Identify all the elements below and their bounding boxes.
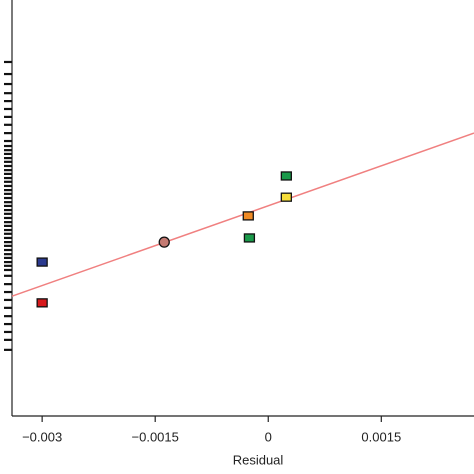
point (242, 211, 254, 221)
point (158, 236, 170, 248)
x-tick-label: 0.0015 (361, 429, 401, 444)
x-tick-label: −0.0015 (132, 429, 179, 444)
x-axis-label: Residual (233, 452, 284, 467)
point (280, 171, 292, 181)
point (243, 233, 256, 243)
x-tick-label: 0 (265, 429, 272, 444)
point (36, 298, 48, 308)
point (36, 257, 48, 267)
x-tick-label: −0.003 (22, 429, 62, 444)
point (280, 192, 292, 202)
